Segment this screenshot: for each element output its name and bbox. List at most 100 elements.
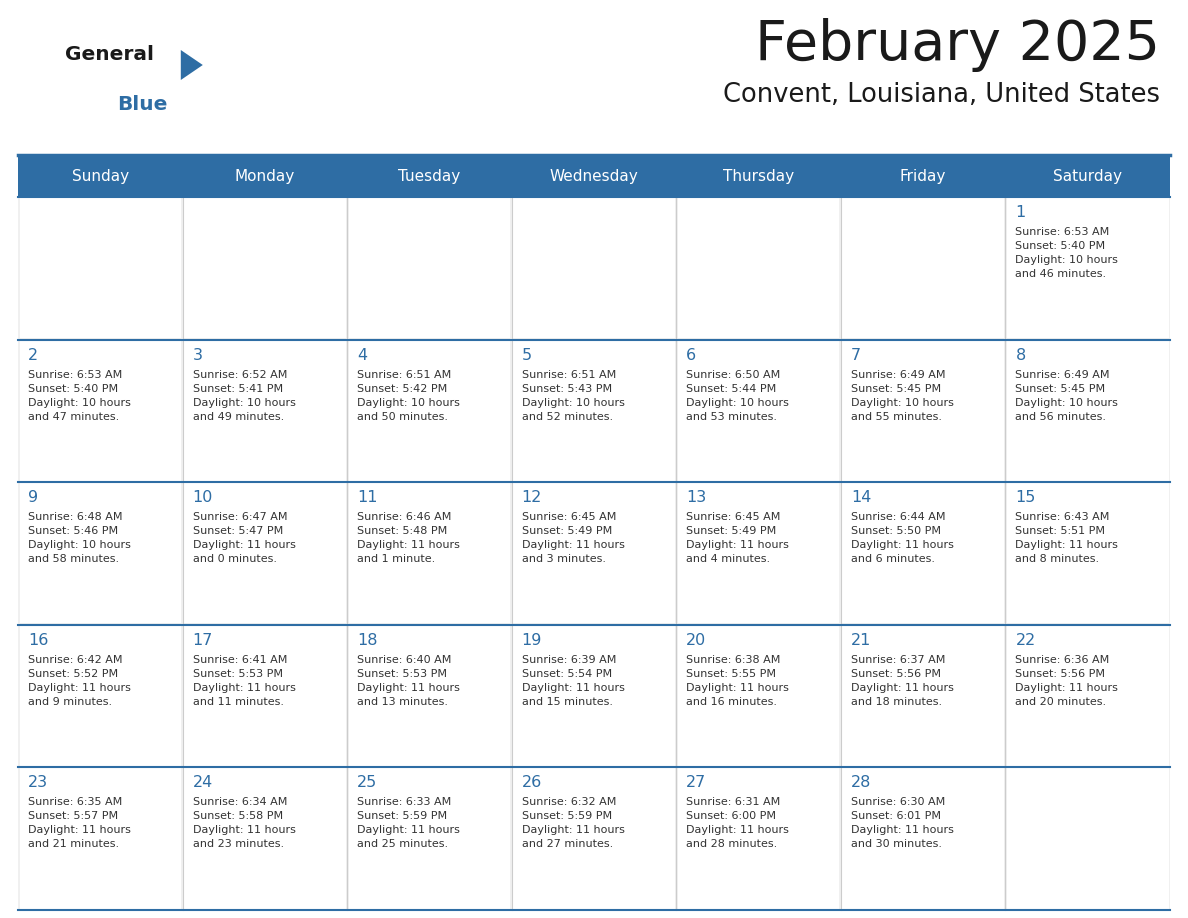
Text: 26: 26	[522, 776, 542, 790]
Text: Sunrise: 6:42 AM
Sunset: 5:52 PM
Daylight: 11 hours
and 9 minutes.: Sunrise: 6:42 AM Sunset: 5:52 PM Dayligh…	[29, 655, 131, 707]
Text: Sunrise: 6:47 AM
Sunset: 5:47 PM
Daylight: 11 hours
and 0 minutes.: Sunrise: 6:47 AM Sunset: 5:47 PM Dayligh…	[192, 512, 296, 565]
Bar	[184, 340, 346, 481]
Text: Sunrise: 6:49 AM
Sunset: 5:45 PM
Daylight: 10 hours
and 56 minutes.: Sunrise: 6:49 AM Sunset: 5:45 PM Dayligh…	[1016, 370, 1118, 421]
Bar	[18, 155, 1170, 197]
Text: Sunrise: 6:33 AM
Sunset: 5:59 PM
Daylight: 11 hours
and 25 minutes.: Sunrise: 6:33 AM Sunset: 5:59 PM Dayligh…	[358, 798, 460, 849]
Bar	[842, 340, 1004, 481]
Bar	[1007, 625, 1169, 766]
Bar	[513, 197, 675, 338]
Text: 12: 12	[522, 490, 542, 505]
Text: Sunday: Sunday	[71, 169, 128, 184]
Text: 28: 28	[851, 776, 871, 790]
Text: Sunrise: 6:35 AM
Sunset: 5:57 PM
Daylight: 11 hours
and 21 minutes.: Sunrise: 6:35 AM Sunset: 5:57 PM Dayligh…	[29, 798, 131, 849]
Bar	[19, 767, 181, 909]
Text: Sunrise: 6:53 AM
Sunset: 5:40 PM
Daylight: 10 hours
and 47 minutes.: Sunrise: 6:53 AM Sunset: 5:40 PM Dayligh…	[29, 370, 131, 421]
Text: Friday: Friday	[901, 169, 947, 184]
Bar	[348, 340, 510, 481]
Bar	[842, 482, 1004, 623]
Bar	[19, 482, 181, 623]
Bar	[842, 767, 1004, 909]
Bar	[184, 197, 346, 338]
Text: 9: 9	[29, 490, 38, 505]
Text: Sunrise: 6:34 AM
Sunset: 5:58 PM
Daylight: 11 hours
and 23 minutes.: Sunrise: 6:34 AM Sunset: 5:58 PM Dayligh…	[192, 798, 296, 849]
Bar	[513, 625, 675, 766]
Text: 17: 17	[192, 633, 213, 648]
Text: Sunrise: 6:51 AM
Sunset: 5:43 PM
Daylight: 10 hours
and 52 minutes.: Sunrise: 6:51 AM Sunset: 5:43 PM Dayligh…	[522, 370, 625, 421]
Text: Sunrise: 6:30 AM
Sunset: 6:01 PM
Daylight: 11 hours
and 30 minutes.: Sunrise: 6:30 AM Sunset: 6:01 PM Dayligh…	[851, 798, 954, 849]
Text: Sunrise: 6:38 AM
Sunset: 5:55 PM
Daylight: 11 hours
and 16 minutes.: Sunrise: 6:38 AM Sunset: 5:55 PM Dayligh…	[687, 655, 789, 707]
Bar	[1007, 482, 1169, 623]
Text: 3: 3	[192, 348, 203, 363]
Text: 19: 19	[522, 633, 542, 648]
Text: Sunrise: 6:40 AM
Sunset: 5:53 PM
Daylight: 11 hours
and 13 minutes.: Sunrise: 6:40 AM Sunset: 5:53 PM Dayligh…	[358, 655, 460, 707]
Text: 2: 2	[29, 348, 38, 363]
Bar	[842, 197, 1004, 338]
Bar	[184, 482, 346, 623]
Bar	[678, 767, 840, 909]
Text: Sunrise: 6:48 AM
Sunset: 5:46 PM
Daylight: 10 hours
and 58 minutes.: Sunrise: 6:48 AM Sunset: 5:46 PM Dayligh…	[29, 512, 131, 565]
Bar	[18, 197, 1170, 340]
Text: Sunrise: 6:43 AM
Sunset: 5:51 PM
Daylight: 11 hours
and 8 minutes.: Sunrise: 6:43 AM Sunset: 5:51 PM Dayligh…	[1016, 512, 1118, 565]
Bar	[348, 625, 510, 766]
Text: Saturday: Saturday	[1054, 169, 1123, 184]
Text: 14: 14	[851, 490, 871, 505]
Text: 20: 20	[687, 633, 707, 648]
Bar	[19, 197, 181, 338]
Text: Monday: Monday	[235, 169, 295, 184]
Text: Sunrise: 6:52 AM
Sunset: 5:41 PM
Daylight: 10 hours
and 49 minutes.: Sunrise: 6:52 AM Sunset: 5:41 PM Dayligh…	[192, 370, 296, 421]
Text: Tuesday: Tuesday	[398, 169, 461, 184]
Text: Sunrise: 6:45 AM
Sunset: 5:49 PM
Daylight: 11 hours
and 3 minutes.: Sunrise: 6:45 AM Sunset: 5:49 PM Dayligh…	[522, 512, 625, 565]
Text: General: General	[65, 45, 154, 64]
Bar	[1007, 197, 1169, 338]
Text: 18: 18	[358, 633, 378, 648]
Text: Wednesday: Wednesday	[550, 169, 638, 184]
Bar	[18, 767, 1170, 910]
Bar	[348, 767, 510, 909]
Text: 7: 7	[851, 348, 861, 363]
Text: 25: 25	[358, 776, 378, 790]
Bar	[19, 625, 181, 766]
Text: Sunrise: 6:49 AM
Sunset: 5:45 PM
Daylight: 10 hours
and 55 minutes.: Sunrise: 6:49 AM Sunset: 5:45 PM Dayligh…	[851, 370, 954, 421]
Bar	[678, 482, 840, 623]
Text: Sunrise: 6:50 AM
Sunset: 5:44 PM
Daylight: 10 hours
and 53 minutes.: Sunrise: 6:50 AM Sunset: 5:44 PM Dayligh…	[687, 370, 789, 421]
Polygon shape	[181, 50, 203, 80]
Text: Sunrise: 6:31 AM
Sunset: 6:00 PM
Daylight: 11 hours
and 28 minutes.: Sunrise: 6:31 AM Sunset: 6:00 PM Dayligh…	[687, 798, 789, 849]
Text: Sunrise: 6:44 AM
Sunset: 5:50 PM
Daylight: 11 hours
and 6 minutes.: Sunrise: 6:44 AM Sunset: 5:50 PM Dayligh…	[851, 512, 954, 565]
Text: 5: 5	[522, 348, 532, 363]
Text: 16: 16	[29, 633, 49, 648]
Bar	[348, 197, 510, 338]
Text: 10: 10	[192, 490, 213, 505]
Text: Sunrise: 6:41 AM
Sunset: 5:53 PM
Daylight: 11 hours
and 11 minutes.: Sunrise: 6:41 AM Sunset: 5:53 PM Dayligh…	[192, 655, 296, 707]
Text: 24: 24	[192, 776, 213, 790]
Text: Sunrise: 6:36 AM
Sunset: 5:56 PM
Daylight: 11 hours
and 20 minutes.: Sunrise: 6:36 AM Sunset: 5:56 PM Dayligh…	[1016, 655, 1118, 707]
Bar	[18, 340, 1170, 482]
Text: 4: 4	[358, 348, 367, 363]
Text: 6: 6	[687, 348, 696, 363]
Bar	[184, 767, 346, 909]
Bar	[513, 340, 675, 481]
Bar	[513, 767, 675, 909]
Text: 1: 1	[1016, 205, 1025, 220]
Bar	[678, 625, 840, 766]
Text: 15: 15	[1016, 490, 1036, 505]
Text: Sunrise: 6:46 AM
Sunset: 5:48 PM
Daylight: 11 hours
and 1 minute.: Sunrise: 6:46 AM Sunset: 5:48 PM Dayligh…	[358, 512, 460, 565]
Text: 13: 13	[687, 490, 707, 505]
Text: 8: 8	[1016, 348, 1025, 363]
Bar	[18, 625, 1170, 767]
Text: 23: 23	[29, 776, 49, 790]
Text: Thursday: Thursday	[723, 169, 794, 184]
Text: Blue: Blue	[116, 95, 168, 114]
Bar	[513, 482, 675, 623]
Bar	[1007, 767, 1169, 909]
Text: February 2025: February 2025	[756, 18, 1159, 72]
Bar	[18, 482, 1170, 625]
Text: Sunrise: 6:53 AM
Sunset: 5:40 PM
Daylight: 10 hours
and 46 minutes.: Sunrise: 6:53 AM Sunset: 5:40 PM Dayligh…	[1016, 227, 1118, 279]
Bar	[842, 625, 1004, 766]
Bar	[348, 482, 510, 623]
Text: Sunrise: 6:39 AM
Sunset: 5:54 PM
Daylight: 11 hours
and 15 minutes.: Sunrise: 6:39 AM Sunset: 5:54 PM Dayligh…	[522, 655, 625, 707]
Bar	[184, 625, 346, 766]
Bar	[1007, 340, 1169, 481]
Text: 27: 27	[687, 776, 707, 790]
Bar	[19, 340, 181, 481]
Bar	[678, 197, 840, 338]
